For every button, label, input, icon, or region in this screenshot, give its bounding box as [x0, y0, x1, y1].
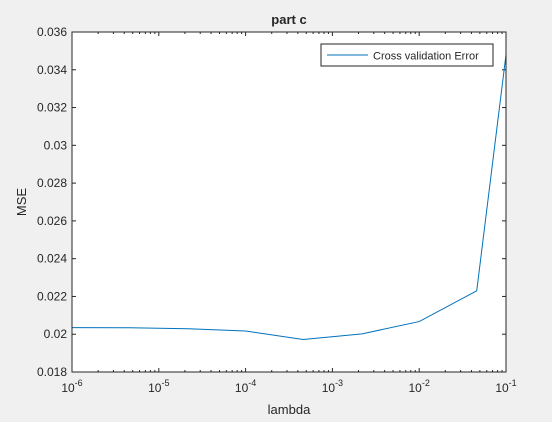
- y-tick-labels: 0.018 0.02 0.022 0.024 0.026 0.028 0.03 0.032 0.…: [37, 25, 67, 379]
- y-tick-label: 0.026: [37, 214, 67, 228]
- legend-entry-label: Cross validation Error: [373, 51, 479, 63]
- y-tick-label: 0.022: [37, 289, 67, 303]
- x-tick-label: 10-1: [495, 378, 516, 395]
- x-tick-label: 10-2: [409, 378, 430, 395]
- x-tick-label: 10-3: [322, 378, 343, 395]
- y-tick-label: 0.018: [37, 365, 67, 379]
- x-tick-label: 10-5: [148, 378, 169, 395]
- y-tick-label: 0.03: [44, 138, 68, 152]
- plot-area: [72, 32, 506, 372]
- legend-box: [320, 43, 494, 67]
- series-layer: [71, 54, 507, 341]
- x-tick-label: 10-4: [235, 378, 256, 395]
- x-tick-label: 10-6: [61, 378, 82, 395]
- y-tick-label: 0.034: [37, 63, 67, 77]
- x-axis-label: lambda: [268, 402, 311, 417]
- axes-box: [71, 31, 507, 373]
- y-tick-label: 0.036: [37, 25, 67, 39]
- x-tick-labels: 10-6 10-5 10-4 10-3 10-2 10-1: [61, 378, 516, 395]
- y-tick-label: 0.02: [44, 327, 68, 341]
- y-tick-label: 0.032: [37, 101, 67, 115]
- chart-title: part c: [271, 12, 306, 27]
- y-tick-label: 0.028: [37, 176, 67, 190]
- series-line-0: [71, 54, 507, 341]
- y-axis-label: MSE: [14, 188, 29, 217]
- legend: Cross validation Error: [320, 43, 494, 67]
- y-tick-label: 0.024: [37, 252, 67, 266]
